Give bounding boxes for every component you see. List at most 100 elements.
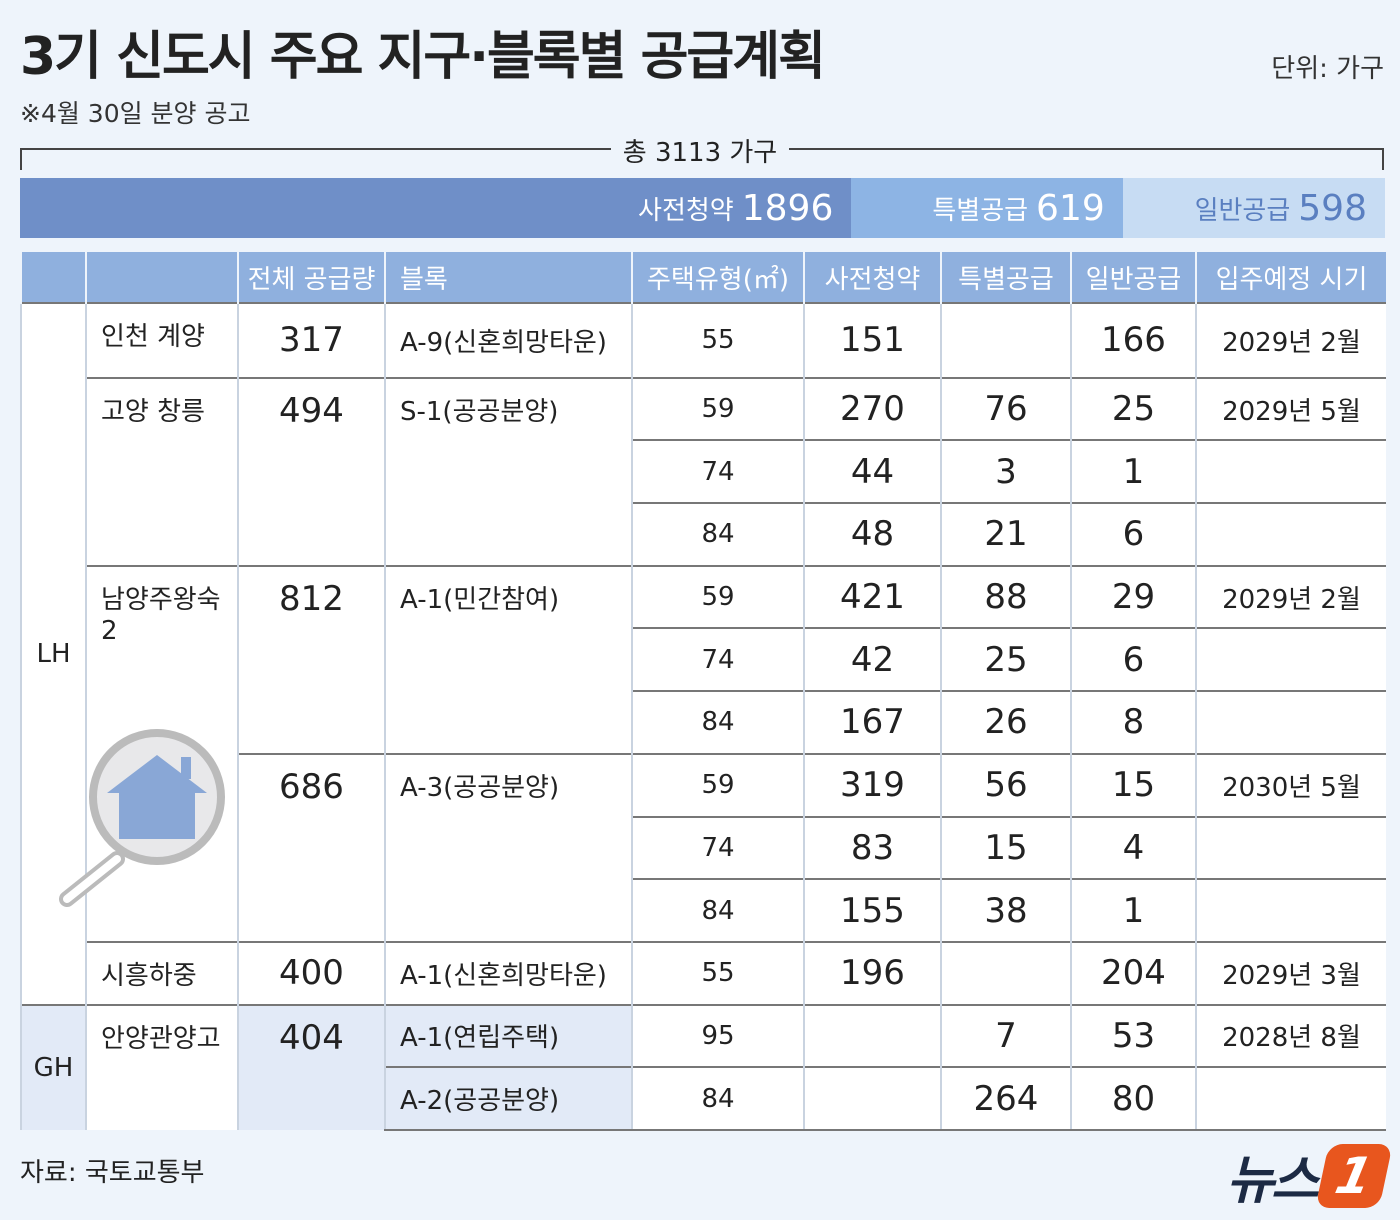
magnifier-icon (59, 728, 225, 907)
cell: 204 (1070, 940, 1196, 1005)
cell: 84 (631, 1066, 804, 1131)
subtitle: ※4월 30일 분양 공고 (20, 99, 251, 128)
cell: 26 (940, 690, 1071, 754)
cell: 2029년 5월 (1195, 376, 1386, 441)
cell: 494 (237, 376, 385, 566)
cell: 155 (803, 878, 941, 942)
cell: 시흥하중 (85, 940, 238, 1005)
cell: 196 (803, 940, 941, 1005)
cell (803, 1066, 941, 1131)
cell: 166 (1070, 302, 1196, 378)
cell: A-1(연립주택) (384, 1003, 632, 1068)
cell (1195, 878, 1386, 942)
segment-value: 1896 (741, 187, 834, 229)
segment-value: 619 (1036, 187, 1105, 229)
cell: 2029년 3월 (1195, 940, 1386, 1005)
cell: 83 (803, 815, 941, 880)
cell: 1 (1070, 878, 1196, 942)
cell: 264 (940, 1066, 1071, 1131)
cell: 6 (1070, 627, 1196, 692)
cell (1195, 690, 1386, 754)
cell: 2029년 2월 (1195, 564, 1386, 629)
cell: A-9(신혼희망타운) (384, 302, 632, 378)
cell: 167 (803, 690, 941, 754)
cell: 2029년 2월 (1195, 302, 1386, 378)
header-row: 전체 공급량 블록 주택유형(㎡) 사전청약 특별공급 일반공급 입주예정 시기 (20, 252, 1386, 303)
cell: 74 (631, 815, 804, 880)
logo-mark: 1 (1315, 1143, 1393, 1208)
bar-segment: 특별공급 619 (851, 178, 1123, 238)
stacked-bar: 사전청약 1896 특별공급 619 일반공급 598 (20, 178, 1385, 238)
th: 일반공급 (1070, 252, 1196, 303)
cell: GH (20, 1003, 86, 1130)
cell-text: 남양주왕숙2 (101, 584, 221, 646)
cell: 686 (237, 752, 385, 942)
cell (940, 302, 1071, 378)
logo-text: 뉴스 (1226, 1151, 1319, 1211)
bar-segment: 사전청약 1896 (20, 178, 852, 238)
cell: 55 (631, 302, 804, 378)
cell: A-2(공공분양) (384, 1066, 632, 1131)
th: 입주예정 시기 (1195, 252, 1386, 303)
cell: 74 (631, 627, 804, 692)
cell (1195, 1066, 1386, 1131)
cell: 인천 계양 (85, 302, 238, 378)
cell: A-3(공공분양) (384, 752, 632, 942)
unit: 단위: 가구 (1271, 54, 1384, 84)
cell: 남양주왕숙2 (59, 564, 238, 942)
cell: 8 (1070, 690, 1196, 754)
cell: 4 (1070, 815, 1196, 880)
cell: 421 (803, 564, 941, 629)
cell: 48 (803, 502, 941, 566)
cell: 44 (803, 439, 941, 504)
cell: 74 (631, 439, 804, 504)
cell: 38 (940, 878, 1071, 942)
cell: 88 (940, 564, 1071, 629)
cell: 80 (1070, 1066, 1196, 1131)
logo: 뉴스 1 (1226, 1138, 1393, 1213)
cell: 317 (237, 302, 385, 378)
cell: 안양관양고 (85, 1003, 238, 1130)
segment-value: 598 (1298, 187, 1367, 229)
cell: 55 (631, 940, 804, 1005)
bar-segment: 일반공급 598 (1122, 178, 1385, 238)
cell: 15 (940, 815, 1071, 880)
th: 특별공급 (940, 252, 1071, 303)
cell (1195, 439, 1386, 504)
cell: 21 (940, 502, 1071, 566)
cell: 84 (631, 690, 804, 754)
cell: A-1(신혼희망타운) (384, 940, 632, 1005)
cell (940, 940, 1071, 1005)
cell (1195, 815, 1386, 880)
segment-label: 사전청약 (638, 195, 734, 226)
title: 3기 신도시 주요 지구·블록별 공급계획 (20, 27, 826, 87)
cell: 59 (631, 752, 804, 817)
cell: 1 (1070, 439, 1196, 504)
cell: 56 (940, 752, 1071, 817)
cell: 84 (631, 878, 804, 942)
cell: LH (20, 302, 86, 1005)
cell: 76 (940, 376, 1071, 441)
cell: A-1(민간참여) (384, 564, 632, 754)
table: 전체 공급량 블록 주택유형(㎡) 사전청약 특별공급 일반공급 입주예정 시기… (20, 252, 1386, 1131)
cell: 151 (803, 302, 941, 378)
cell: 25 (940, 627, 1071, 692)
th: 전체 공급량 (237, 252, 385, 303)
cell: 84 (631, 502, 804, 566)
cell: 7 (940, 1003, 1071, 1068)
cell: 3 (940, 439, 1071, 504)
th: 블록 (384, 252, 632, 303)
cell: 404 (237, 1003, 385, 1130)
cell: 319 (803, 752, 941, 817)
cell (1195, 502, 1386, 566)
cell: 15 (1070, 752, 1196, 817)
cell: 59 (631, 564, 804, 629)
cell: 42 (803, 627, 941, 692)
segment-label: 특별공급 (932, 195, 1029, 226)
cell: 고양 창릉 (85, 376, 238, 566)
segment-label: 일반공급 (1194, 195, 1291, 226)
cell: 812 (237, 564, 385, 754)
source: 자료: 국토교통부 (20, 1158, 205, 1188)
cell: 6 (1070, 502, 1196, 566)
